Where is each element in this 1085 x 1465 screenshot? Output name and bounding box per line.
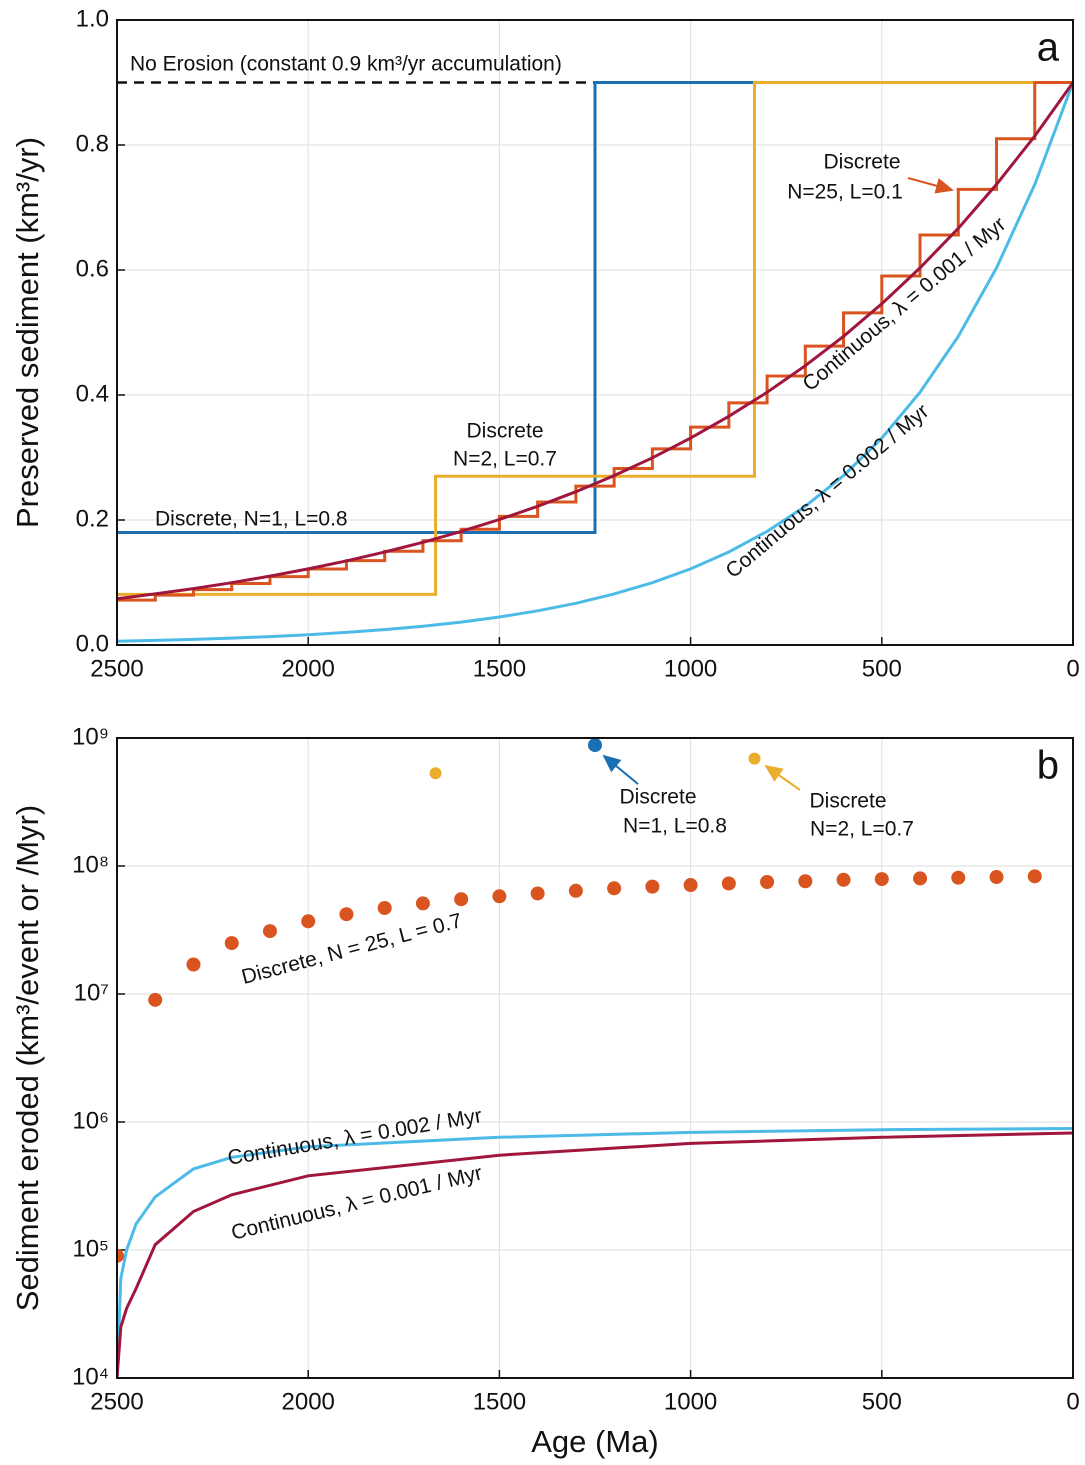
point <box>588 738 602 753</box>
x-tick-label: 1500 <box>473 655 526 682</box>
point <box>645 879 660 894</box>
annotation: No Erosion (constant 0.9 km³/yr accumula… <box>130 53 562 76</box>
point <box>148 992 163 1007</box>
x-tick-label: 2500 <box>90 655 143 682</box>
arrow <box>764 764 801 791</box>
y-tick-label: 10⁴ <box>72 1363 109 1390</box>
point <box>224 936 239 951</box>
point <box>683 878 698 893</box>
x-tick-label: 2000 <box>282 1388 335 1415</box>
y-tick-label: 0.0 <box>76 630 109 657</box>
point <box>429 767 442 780</box>
annotation: Discrete <box>809 790 886 813</box>
y-tick-label: 10⁸ <box>72 851 109 878</box>
point <box>568 883 583 898</box>
annotation: N=2, L=0.7 <box>453 448 557 471</box>
point <box>454 892 469 907</box>
annotation: N=2, L=0.7 <box>810 818 914 841</box>
y-axis-label: Sediment eroded (km³/event or /Myr) <box>10 805 45 1312</box>
line <box>117 1131 1073 1378</box>
y-tick-label: 0.2 <box>76 505 109 532</box>
point <box>721 876 736 891</box>
point <box>530 886 545 901</box>
y-axis-label: Preserved sediment (km³/yr) <box>10 137 45 528</box>
arrow <box>907 177 954 194</box>
point <box>989 870 1004 885</box>
point <box>748 752 761 765</box>
point <box>377 900 392 915</box>
y-tick-label: 0.4 <box>76 380 109 407</box>
point <box>262 924 277 939</box>
point <box>874 872 889 887</box>
annotation: Continuous, λ = 0.001 / Myr <box>798 213 1010 396</box>
point <box>951 870 966 885</box>
annotation: Discrete, N = 25, L = 0.7 <box>239 909 464 989</box>
y-tick-label: 10⁶ <box>72 1107 109 1134</box>
y-tick-label: 0.6 <box>76 255 109 282</box>
y-tick-label: 10⁷ <box>74 979 109 1006</box>
point <box>301 914 316 929</box>
x-tick-label: 2000 <box>282 655 335 682</box>
point <box>836 872 851 887</box>
annotation: N=25, L=0.1 <box>787 181 903 204</box>
x-tick-label: 500 <box>862 655 902 682</box>
annotation: Continuous, λ = 0.001 / Myr <box>229 1161 485 1244</box>
x-tick-label: 1500 <box>473 1388 526 1415</box>
y-tick-label: 10⁹ <box>72 723 109 750</box>
annotation: N=1, L=0.8 <box>623 815 727 838</box>
axes-frame <box>116 19 1074 646</box>
annotation: Discrete <box>619 786 696 809</box>
y-tick-label: 0.8 <box>76 130 109 157</box>
y-tick-label: 10⁵ <box>72 1235 109 1262</box>
point <box>1027 869 1042 884</box>
data-layer <box>117 738 1073 1378</box>
x-tick-label: 2500 <box>90 1388 143 1415</box>
x-tick-label: 500 <box>862 1388 902 1415</box>
line <box>117 81 1073 601</box>
x-tick-label: 1000 <box>664 1388 717 1415</box>
line <box>117 1127 1073 1378</box>
data-layer <box>117 81 1073 643</box>
x-tick-label: 0 <box>1066 1388 1079 1415</box>
point <box>913 871 928 886</box>
axes-frame <box>116 737 1074 1379</box>
annotation: Discrete, N=1, L=0.8 <box>155 508 348 531</box>
panel-label: b <box>1037 744 1059 788</box>
x-tick-label: 0 <box>1066 655 1079 682</box>
plot-layer: 2500 2000 1500 1000 500 0 0.0 0.2 0.4 0.6 0.8 1.0 a P… <box>10 5 1079 1459</box>
point <box>492 889 507 904</box>
y-tick-label: 1.0 <box>76 5 109 32</box>
point <box>339 907 354 922</box>
point <box>760 874 775 889</box>
line <box>117 81 1073 643</box>
annotation: Discrete <box>823 151 900 174</box>
point <box>798 874 813 889</box>
point <box>117 1248 124 1263</box>
panel-label: a <box>1037 26 1060 70</box>
point <box>186 957 201 972</box>
point <box>607 881 622 896</box>
point <box>415 896 430 911</box>
x-tick-label: 1000 <box>664 655 717 682</box>
arrow <box>602 754 639 785</box>
annotation: Discrete <box>466 420 543 443</box>
x-axis-label: Age (Ma) <box>531 1424 658 1459</box>
